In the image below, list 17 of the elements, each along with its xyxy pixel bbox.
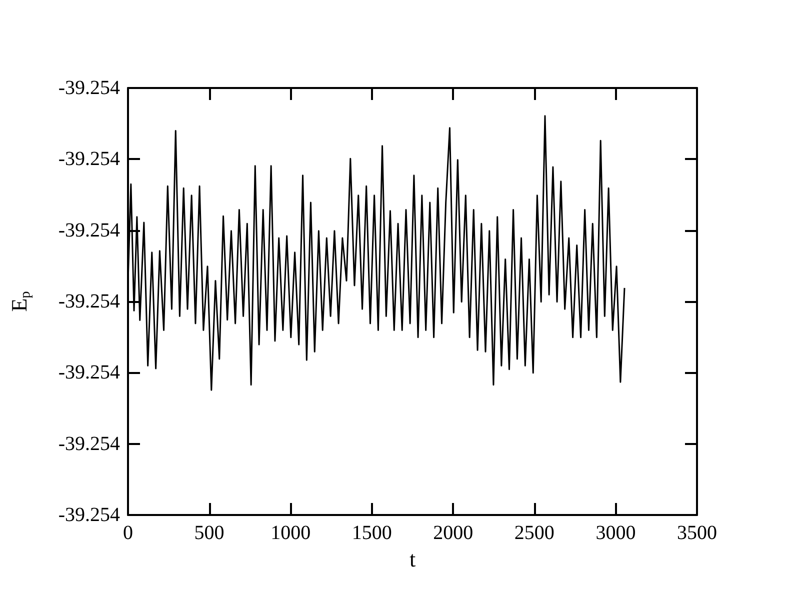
y-axis-title: Ep xyxy=(6,291,34,312)
text: -39.254 xyxy=(58,432,120,455)
text: -39.254 xyxy=(58,504,120,526)
x-tick-label: 3000 xyxy=(596,522,636,544)
text: -39.254 xyxy=(58,219,120,242)
x-tick-label: 1000 xyxy=(270,522,311,544)
text: -39.254 xyxy=(58,77,120,99)
text: -39.254 xyxy=(58,362,120,384)
x-tick-label: 0 xyxy=(123,522,133,544)
x-tick-label: 2000 xyxy=(433,522,474,544)
x-axis-title: t xyxy=(409,546,416,572)
x-tick-label: 3500 xyxy=(677,522,717,544)
text: -39.254 xyxy=(58,148,120,170)
x-tick-label: 500 xyxy=(194,522,224,544)
text: -39.254 xyxy=(58,290,120,312)
x-tick-label: 2500 xyxy=(514,522,554,544)
x-tick-label: 1500 xyxy=(352,522,392,544)
